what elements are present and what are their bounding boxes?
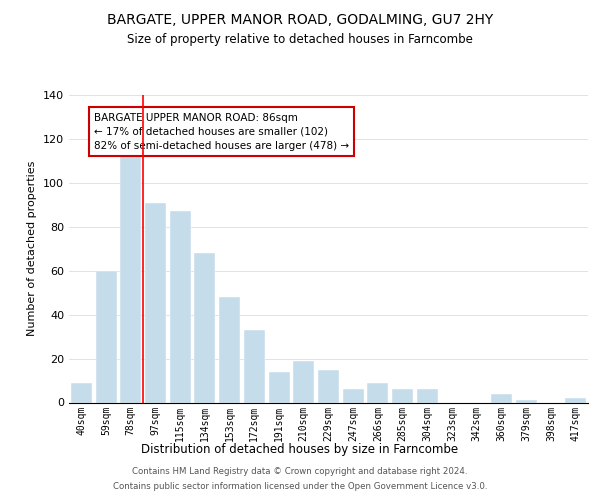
Bar bbox=[392, 390, 413, 402]
Bar bbox=[565, 398, 586, 402]
Bar bbox=[417, 390, 438, 402]
Bar bbox=[145, 202, 166, 402]
Bar bbox=[491, 394, 512, 402]
Bar bbox=[95, 270, 116, 402]
Y-axis label: Number of detached properties: Number of detached properties bbox=[28, 161, 37, 336]
Bar bbox=[343, 390, 364, 402]
Bar bbox=[244, 330, 265, 402]
Text: Contains public sector information licensed under the Open Government Licence v3: Contains public sector information licen… bbox=[113, 482, 487, 491]
Bar bbox=[516, 400, 537, 402]
Text: Contains HM Land Registry data © Crown copyright and database right 2024.: Contains HM Land Registry data © Crown c… bbox=[132, 467, 468, 476]
Text: Distribution of detached houses by size in Farncombe: Distribution of detached houses by size … bbox=[142, 442, 458, 456]
Bar bbox=[219, 297, 240, 403]
Bar bbox=[269, 372, 290, 402]
Text: Size of property relative to detached houses in Farncombe: Size of property relative to detached ho… bbox=[127, 32, 473, 46]
Bar bbox=[71, 382, 92, 402]
Bar bbox=[293, 361, 314, 403]
Text: BARGATE, UPPER MANOR ROAD, GODALMING, GU7 2HY: BARGATE, UPPER MANOR ROAD, GODALMING, GU… bbox=[107, 12, 493, 26]
Bar bbox=[170, 212, 191, 402]
Bar bbox=[318, 370, 339, 402]
Text: BARGATE UPPER MANOR ROAD: 86sqm
← 17% of detached houses are smaller (102)
82% o: BARGATE UPPER MANOR ROAD: 86sqm ← 17% of… bbox=[94, 112, 349, 150]
Bar bbox=[367, 382, 388, 402]
Bar bbox=[120, 146, 141, 402]
Bar bbox=[194, 253, 215, 402]
